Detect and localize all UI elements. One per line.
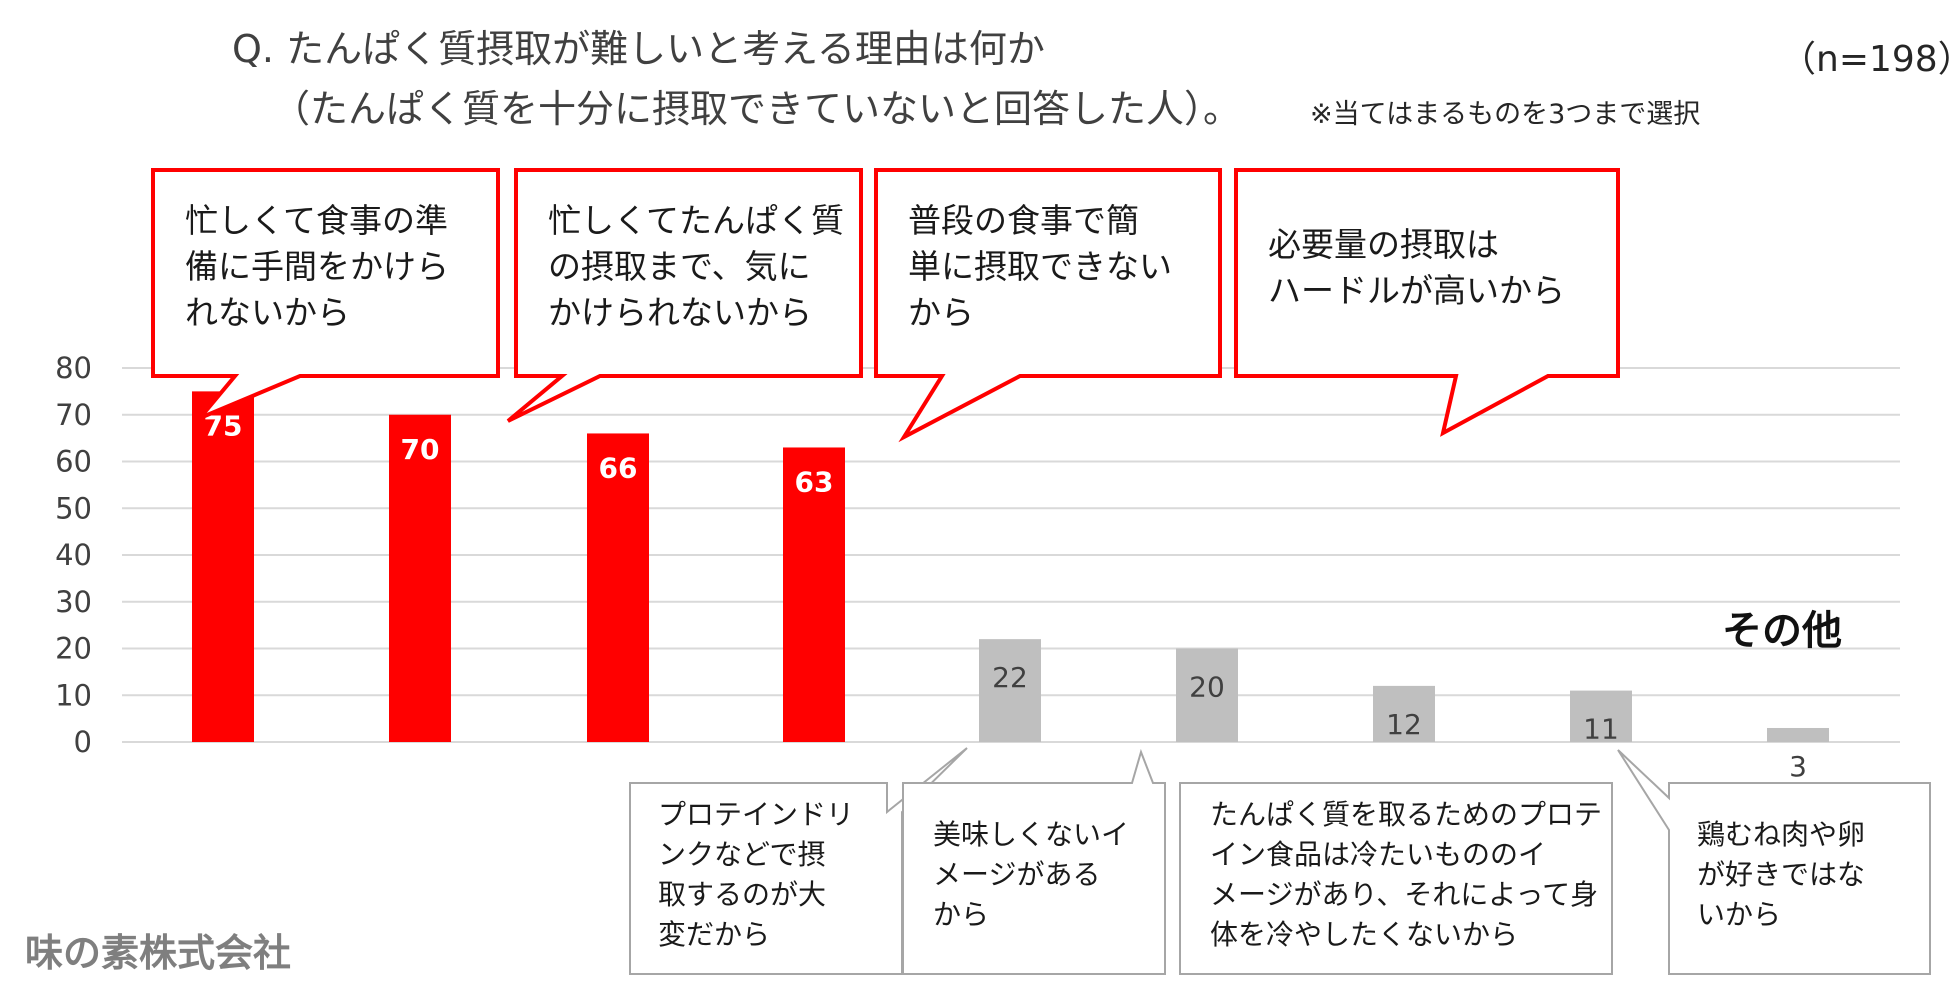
bar-value-label: 12 — [1386, 708, 1422, 741]
bar-7 — [1373, 685, 1435, 742]
bar-value-label: 22 — [992, 661, 1028, 694]
y-tick-label: 30 — [55, 585, 92, 619]
bar-3 — [587, 433, 649, 742]
selection-note: ※当てはまるものを3つまで選択 — [1310, 99, 1701, 130]
callout-line: から — [908, 293, 974, 332]
red-callout-text-4: 必要量の摂取はハードルが高いから — [1268, 222, 1565, 314]
red-callout-text-3: 普段の食事で簡 単に摂取できない から — [908, 198, 1172, 336]
bar-value-label: 3 — [1789, 750, 1807, 783]
y-tick-label: 0 — [74, 725, 92, 759]
y-tick-label: 40 — [55, 538, 92, 572]
red-callout-1 — [151, 168, 500, 420]
callout-line: 変だから — [658, 918, 771, 951]
y-tick-label: 20 — [55, 632, 92, 666]
bar-9 — [1767, 727, 1829, 742]
callout-line: かけられないから — [548, 293, 812, 332]
bar-8 — [1570, 690, 1632, 742]
bar-value-label: 20 — [1189, 671, 1225, 704]
other-category-label: その他 — [1722, 608, 1842, 654]
callout-line: メージがあり、それによって身 — [1210, 878, 1599, 911]
callout-line: 取するのが大 — [658, 878, 827, 911]
callout-line: プロテインドリ — [658, 798, 855, 831]
bar-value-label: 11 — [1583, 713, 1619, 746]
gray-callout-4 — [1617, 749, 1931, 975]
bar-2 — [389, 414, 451, 742]
question-subtitle: （たんぱく質を十分に摂取できていないと回答した人）。 — [272, 87, 1242, 131]
callout-line: メージがある — [933, 858, 1101, 891]
y-tick-label: 60 — [55, 445, 92, 479]
gray-callout-text-2: 美味しくないイ メージがある から — [933, 815, 1129, 935]
bar-value-label: 66 — [599, 451, 638, 484]
y-tick-label: 10 — [55, 678, 92, 712]
question-title: Q. たんぱく質摂取が難しいと考える理由は何か — [232, 27, 1045, 71]
callout-line: の摂取まで、気に — [548, 247, 811, 286]
callout-line: から — [933, 898, 990, 931]
callout-line: 忙しくて食事の準 — [185, 201, 449, 240]
callout-line: が好きではな — [1697, 858, 1866, 891]
gray-callout-text-4: 鶏むね肉や卵 が好きではな いから — [1697, 815, 1865, 935]
gray-callout-1 — [629, 747, 968, 975]
red-callout-text-2: 忙しくてたんぱく質 の摂取まで、気に かけられないから — [548, 198, 844, 336]
bar-1 — [192, 391, 254, 742]
callout-line: 鶏むね肉や卵 — [1697, 818, 1866, 851]
bar-value-label: 70 — [401, 433, 440, 466]
red-callout-4 — [1234, 168, 1620, 437]
callout-line: 備に手間をかけら — [185, 247, 449, 286]
bars — [192, 391, 1829, 742]
callout-line: 美味しくないイ — [933, 818, 1130, 851]
callout-shapes — [151, 168, 1931, 975]
gray-callout-2 — [902, 748, 1166, 975]
callout-line: 普段の食事で簡 — [908, 201, 1139, 240]
bar-value-label: 63 — [795, 465, 834, 498]
callout-line: いから — [1697, 898, 1782, 931]
red-callout-3 — [874, 168, 1222, 443]
y-tick-label: 70 — [55, 398, 92, 432]
callout-line: 必要量の摂取は — [1268, 225, 1499, 264]
y-tick-label: 80 — [55, 351, 92, 385]
bar-4 — [783, 447, 845, 742]
red-callout-2 — [506, 168, 863, 423]
callout-line: 単に摂取できない — [908, 247, 1172, 286]
red-callout-text-1: 忙しくて食事の準 備に手間をかけら れないから — [185, 198, 449, 336]
callout-line: イン食品は冷たいもののイ — [1210, 838, 1547, 871]
gray-callout-text-3: たんぱく質を取るためのプロテ イン食品は冷たいもののイメージがあり、それによって身… — [1210, 795, 1602, 955]
callout-line: 体を冷やしたくないから — [1210, 918, 1519, 951]
gray-callout-text-1: プロテインドリ ンクなどで摂 取するのが大 変だから — [658, 795, 854, 955]
y-tick-label: 50 — [55, 491, 92, 525]
sample-size: （n=198） — [1780, 39, 1950, 80]
company-name: 味の素株式会社 — [25, 931, 292, 975]
callout-line: たんぱく質を取るためのプロテ — [1210, 798, 1603, 831]
gray-callout-3 — [1179, 782, 1613, 975]
callout-line: ハードルが高いから — [1268, 271, 1565, 310]
callout-line: ンクなどで摂 — [658, 838, 826, 871]
bar-5 — [979, 639, 1041, 742]
callout-line: れないから — [185, 293, 350, 332]
callout-line: 忙しくてたんぱく質 — [548, 201, 845, 240]
bar-6 — [1176, 648, 1238, 742]
y-axis-ticks: 0 10 20 30 40 50 60 70 80 — [55, 351, 92, 759]
